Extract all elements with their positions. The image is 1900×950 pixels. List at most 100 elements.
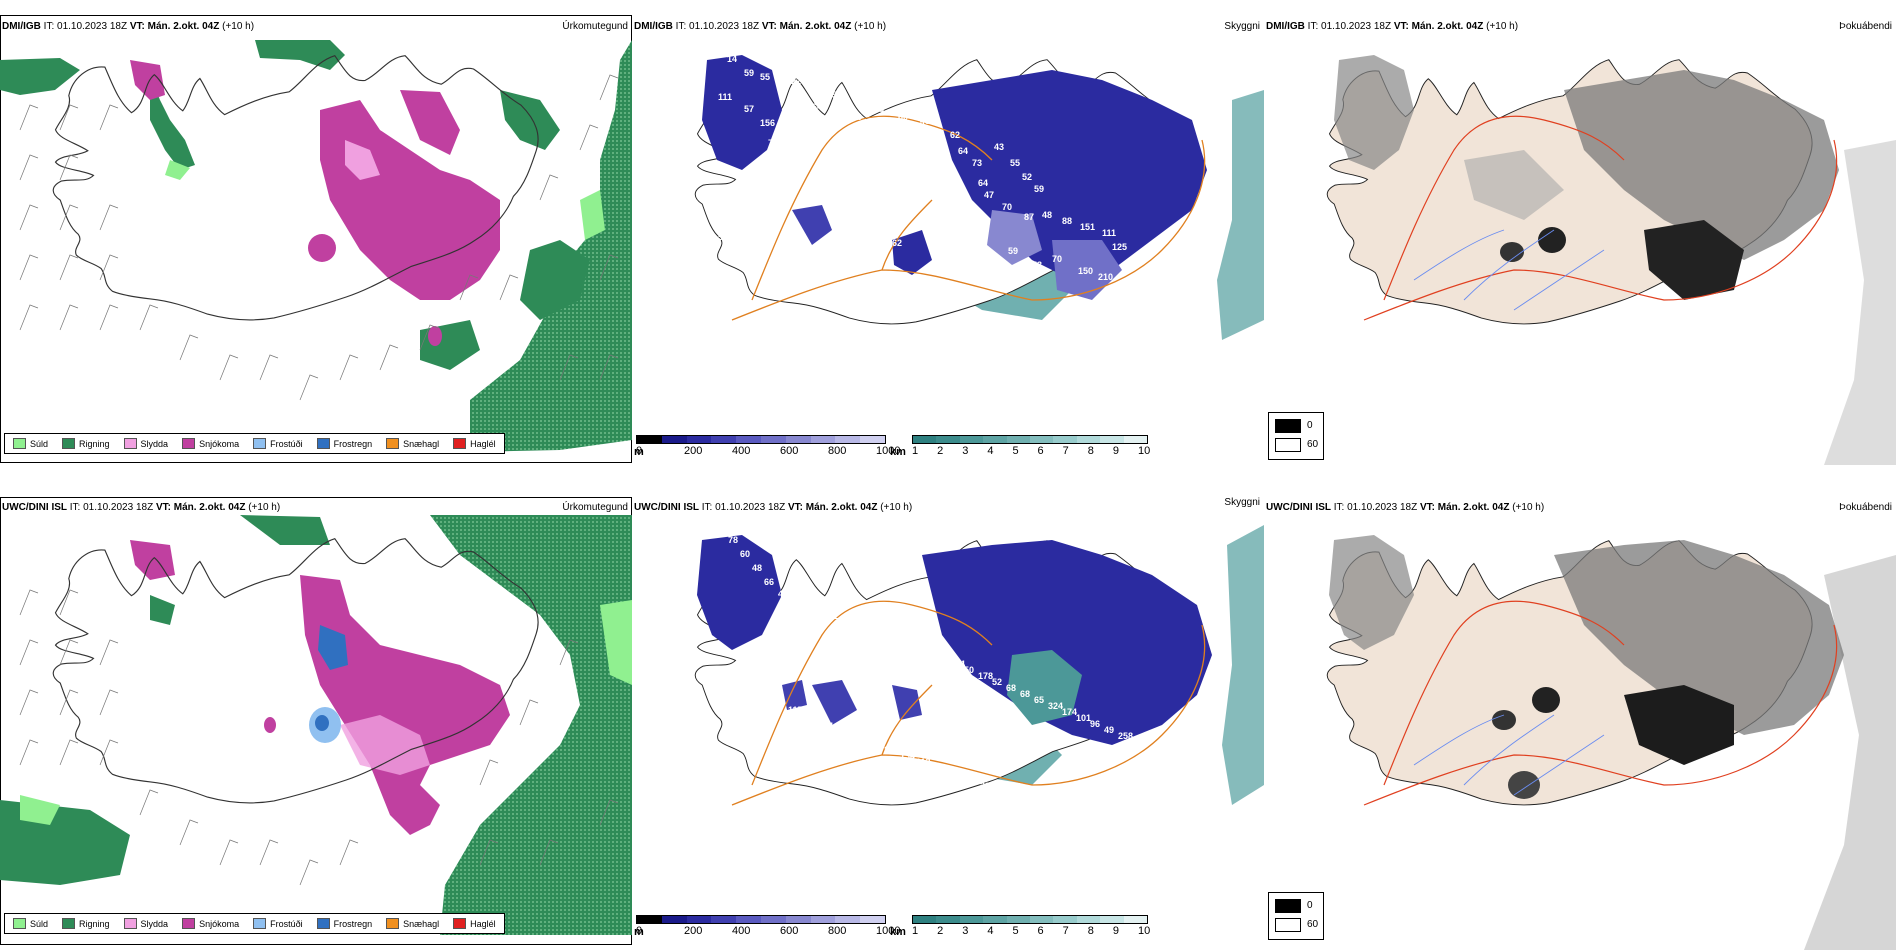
- ceiling-value-label: 88: [1062, 216, 1072, 226]
- ceiling-value-label: 174: [1062, 707, 1077, 717]
- valid-time: Mán. 2.okt. 04Z: [1411, 21, 1484, 32]
- colorbar-tick-label: 5: [1012, 925, 1019, 937]
- colorbar-segment: [760, 916, 786, 923]
- colorbar-segment: [686, 916, 712, 923]
- colorbar-tick-label: 1: [912, 445, 919, 457]
- colorbar-segment: [1123, 916, 1148, 923]
- ceiling-value-label: 64: [978, 178, 988, 188]
- ceiling-value-label: 55: [760, 72, 770, 82]
- colorbar-segment: [1053, 916, 1077, 923]
- fog-legend-black-swatch: [1275, 419, 1301, 433]
- valid-time: Mán. 2.okt. 04Z: [1437, 502, 1510, 513]
- ceiling-colorbar-labels: 0 200 400 600 800 1000: [636, 444, 900, 458]
- legend-swatch: [253, 438, 267, 449]
- ceiling-area: [892, 685, 922, 720]
- colorbar-tick-label: 1000: [876, 925, 901, 937]
- ceiling-value-label: 156: [760, 118, 775, 128]
- fog-area: [1532, 687, 1560, 713]
- legend-swatch: [62, 438, 76, 449]
- ceiling-area: [782, 680, 807, 710]
- legend-item: Snjókoma: [182, 918, 239, 929]
- legend-label: Frostregn: [333, 438, 373, 449]
- ceiling-value-label: 210: [1098, 272, 1113, 282]
- roads: [1363, 600, 1838, 806]
- legend-swatch: [123, 918, 137, 929]
- colorbar-segment: [1123, 436, 1148, 443]
- colorbar-segment: [711, 916, 737, 923]
- colorbar-tick-label: 800: [828, 445, 847, 457]
- legend-item: Frostúði: [253, 918, 303, 929]
- ceiling-unit: m: [634, 446, 644, 458]
- legend-label: Súld: [30, 438, 49, 449]
- drizzle-area: [20, 795, 60, 825]
- fog-area: [1329, 535, 1414, 650]
- ceiling-value-label: 14: [727, 54, 737, 64]
- legend-item: Rigning: [62, 918, 110, 929]
- rain-area: [150, 595, 175, 625]
- visibility-colorbar: 1 2 3 4 5 6 7 8 9 10: [912, 915, 1151, 938]
- colorbar-tick-label: 9: [1112, 925, 1119, 937]
- low-ceiling-areas: [697, 535, 1212, 745]
- ceiling-value-label: 115: [788, 705, 803, 715]
- snow-area: [320, 100, 500, 300]
- fog-area: [1492, 710, 1516, 730]
- init-time: IT: 01.10.2023 18Z: [701, 502, 786, 513]
- colorbar-segment: [637, 916, 662, 923]
- ceiling-value-label: 80: [936, 653, 946, 663]
- fog-legend-min: 60: [1307, 919, 1319, 930]
- ceiling-value-label: 51: [828, 611, 838, 621]
- valid-time: Mán. 2.okt. 04Z: [779, 21, 852, 32]
- colorbar-tick-label: 8: [1087, 445, 1094, 457]
- legend-swatch: [13, 918, 26, 929]
- legend-label: Snæhagl: [403, 438, 440, 449]
- colorbar-tick-label: 0: [636, 925, 643, 937]
- field-name: Úrkomutegund: [562, 21, 628, 32]
- colorbar-tick-label: 0: [636, 445, 643, 457]
- colorbar-segment: [1006, 916, 1031, 923]
- sleet-area: [340, 715, 430, 775]
- legend-item: Súld: [13, 438, 48, 449]
- ceiling-value-label: 52: [992, 677, 1002, 687]
- field-name: Úrkomutegund: [562, 502, 628, 513]
- colorbar-tick-label: 2: [937, 445, 944, 457]
- ceiling-value-label: 39: [894, 635, 904, 645]
- model-name: UWC/DINI ISL: [2, 502, 67, 513]
- rain-area: [0, 58, 80, 95]
- legend-swatch: [123, 438, 137, 449]
- roads: [1363, 115, 1838, 321]
- colorbar-segment: [860, 436, 885, 443]
- ceiling-value-label: 96: [1090, 719, 1100, 729]
- ceiling-value-label: 293: [1132, 284, 1147, 294]
- visibility-colorbar-labels: 1 2 3 4 5 6 7 8 9 10: [912, 924, 1151, 938]
- panel-title: DMI/IGB IT: 01.10.2023 18Z VT: Mán. 2.ok…: [634, 21, 886, 32]
- colorbar-tick-label: 10: [1138, 925, 1151, 937]
- ceiling-value-label: 75: [930, 132, 940, 142]
- colorbar-tick-label: 9: [1112, 445, 1119, 457]
- ceiling-value-label: 62: [892, 238, 902, 248]
- colorbar-segment: [1030, 436, 1054, 443]
- valid-label: VT:: [1419, 502, 1435, 513]
- ceiling-value-label: 385: [980, 781, 995, 791]
- snow-area: [308, 234, 336, 262]
- legend-label: Frostregn: [333, 918, 373, 929]
- legend-label: Frostúði: [270, 438, 303, 449]
- ceiling-value-label: 258: [1118, 731, 1133, 741]
- ceiling-value-label: 36: [864, 621, 874, 631]
- colorbar-tick-label: 4: [987, 445, 994, 457]
- colorbar-tick-label: 7: [1062, 445, 1069, 457]
- legend-swatch: [453, 438, 467, 449]
- colorbar-tick-label: 2: [937, 925, 944, 937]
- ceiling-value-label: 59: [744, 68, 754, 78]
- ceiling-value-label: 64: [812, 102, 822, 112]
- ceiling-area: [792, 205, 832, 245]
- ceiling-unit: m: [634, 926, 644, 938]
- fog-legend-white-swatch: [1275, 918, 1301, 932]
- ceiling-value-label: 52: [932, 763, 942, 773]
- lead-time: (+10 h): [854, 21, 887, 32]
- ceiling-value-label: 59: [718, 232, 728, 242]
- snow-area: [130, 60, 165, 100]
- ceiling-value-label: 122: [786, 76, 801, 86]
- legend-label: Rigning: [79, 438, 110, 449]
- ceiling-value-label: 50: [964, 665, 974, 675]
